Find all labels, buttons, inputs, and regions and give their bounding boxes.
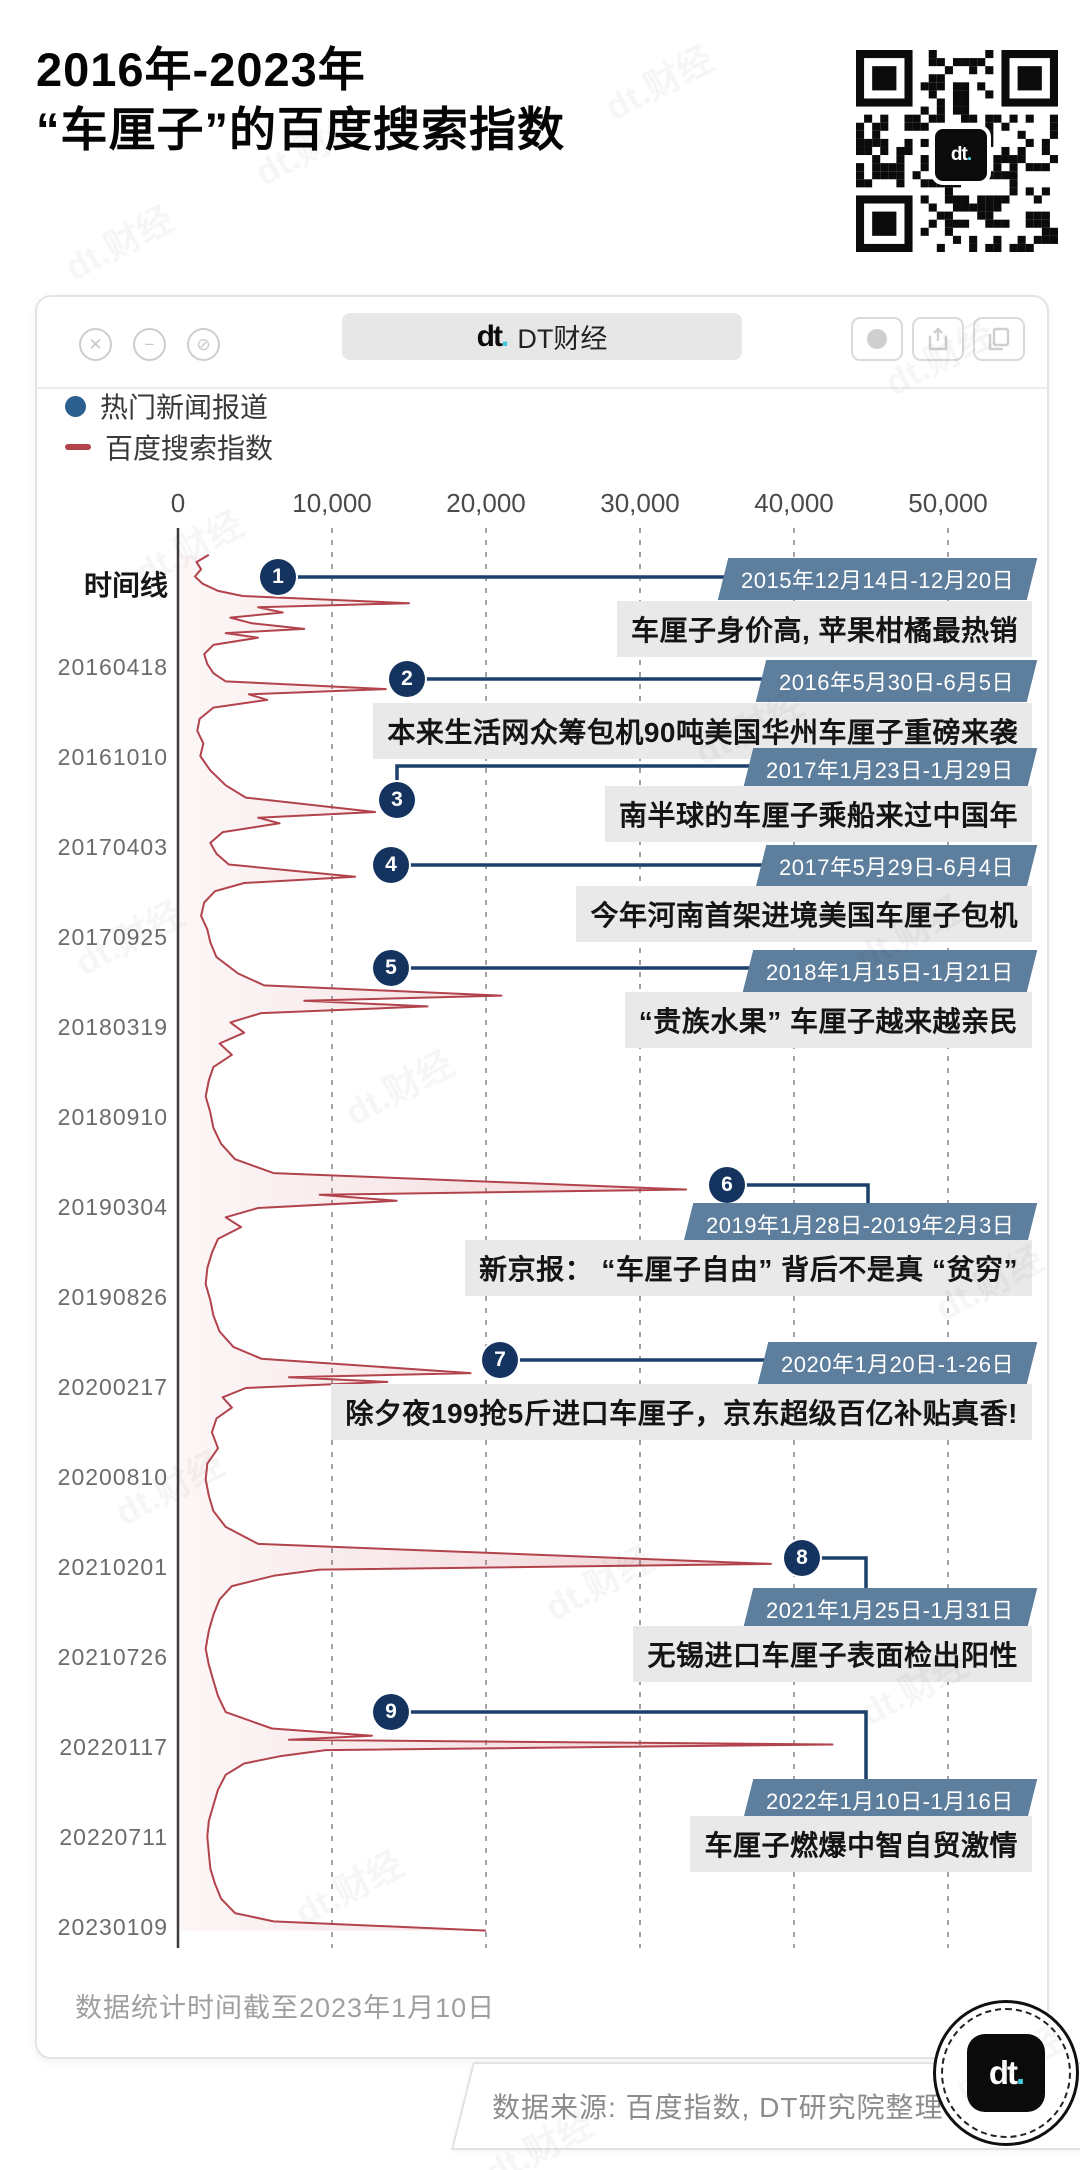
circle-icon: [867, 329, 887, 349]
copy-button[interactable]: [973, 317, 1025, 361]
page-title: 2016年-2023年 “车厘子”的百度搜索指数: [36, 40, 565, 160]
dt-logo-square: dt.: [967, 2034, 1045, 2112]
chart-legend: 热门新闻报道 百度搜索指数: [65, 391, 273, 464]
news-dot-icon: [65, 395, 86, 417]
page-title-line1: 2016年-2023年: [36, 43, 366, 96]
window-controls-left: ✕ − ⊘: [79, 328, 220, 361]
share-icon: [928, 327, 948, 351]
legend-label-index: 百度搜索指数: [105, 433, 274, 464]
window-titlebar: ✕ − ⊘ dt. DT财经: [37, 297, 1047, 389]
window-title-pill: dt. DT财经: [342, 313, 742, 360]
block-icon[interactable]: ⊘: [187, 328, 220, 361]
chart-window-card: ✕ − ⊘ dt. DT财经: [35, 295, 1049, 2059]
watermark: dt.财经: [55, 191, 182, 291]
qr-pattern: [856, 50, 1058, 252]
dt-logo-badge: dt.: [933, 2000, 1079, 2146]
index-line-icon: [65, 444, 91, 450]
dt-logo: dt.: [476, 319, 510, 353]
window-controls-right: [851, 317, 1025, 361]
qr-code: dt.: [856, 50, 1058, 252]
app-name: DT财经: [517, 324, 608, 354]
legend-item-index: 百度搜索指数: [65, 432, 273, 464]
close-icon[interactable]: ✕: [79, 328, 112, 361]
record-button[interactable]: [851, 317, 903, 361]
copy-icon: [988, 327, 1010, 351]
source-note: 数据来源: 百度指数, DT研究院整理: [492, 2092, 944, 2123]
qr-center-logo: dt.: [931, 125, 991, 185]
watermark: dt.财经: [595, 31, 722, 131]
minimize-icon[interactable]: −: [133, 328, 166, 361]
share-button[interactable]: [912, 317, 964, 361]
page-title-line2: “车厘子”的百度搜索指数: [36, 103, 565, 157]
legend-item-news: 热门新闻报道: [65, 391, 273, 423]
data-cutoff-note: 数据统计时间截至2023年1月10日: [75, 1993, 496, 2023]
legend-label-news: 热门新闻报道: [100, 392, 269, 423]
dashed-ring: [941, 2008, 1071, 2138]
